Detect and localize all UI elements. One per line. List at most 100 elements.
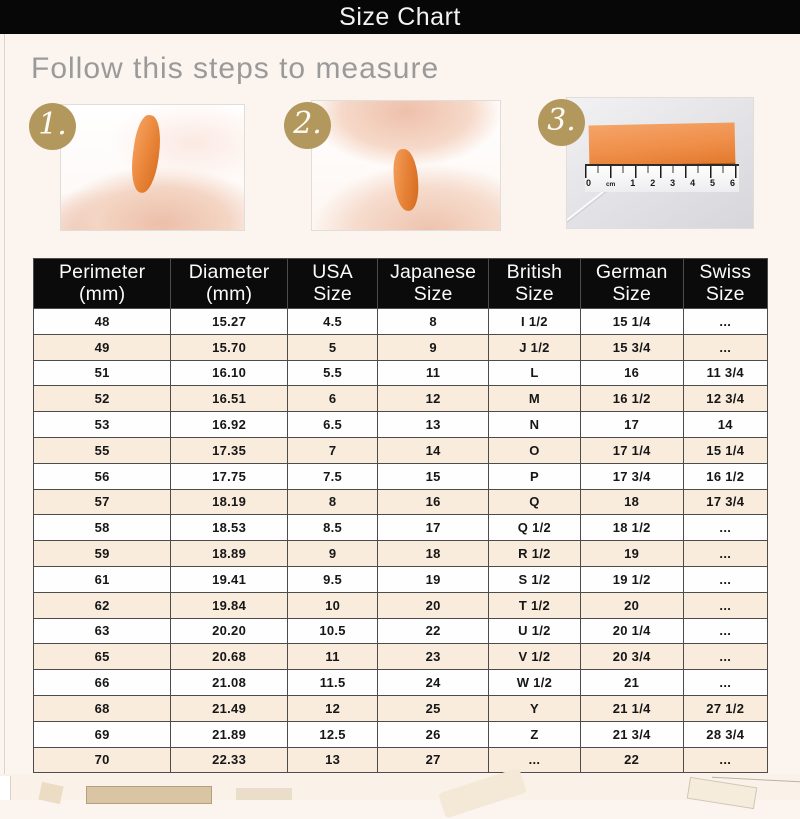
table-cell: ... xyxy=(682,540,769,567)
table-cell: S 1/2 xyxy=(488,565,581,593)
table-cell: 11 3/4 xyxy=(682,359,769,387)
table-cell: 19 1/2 xyxy=(579,565,684,593)
table-cell: 16 1/2 xyxy=(579,385,684,413)
column-header-swiss: Swiss Size xyxy=(682,258,769,309)
table-cell: 51 xyxy=(32,359,172,387)
step1-number: 1. xyxy=(38,107,67,142)
page-left-edge xyxy=(4,34,5,800)
table-row: 59 18.89 9 18 R 1/2 19... xyxy=(32,540,769,567)
table-cell: 18.89 xyxy=(170,540,288,567)
table-cell: 13 xyxy=(286,746,379,774)
step3-badge: 3. xyxy=(538,99,585,146)
table-cell: 6.5 xyxy=(286,411,379,438)
table-cell: 17.35 xyxy=(170,436,288,464)
ruler-label: 3 xyxy=(670,178,676,188)
table-cell: 17.75 xyxy=(170,462,288,490)
table-cell: ... xyxy=(488,746,581,774)
column-header-german: German Size xyxy=(579,258,684,309)
column-header-diameter: Diameter (mm) xyxy=(170,258,288,309)
table-cell: 16.51 xyxy=(170,385,288,413)
ruler-icon: 0 cm 1 2 3 4 5 6 xyxy=(585,164,739,192)
ruler-label: 5 xyxy=(710,178,716,188)
table-cell: 27 1/2 xyxy=(682,694,769,722)
table-cell: 56 xyxy=(32,462,172,490)
table-cell: 6 xyxy=(286,385,379,413)
table-cell: 5 xyxy=(286,333,379,361)
table-cell: 17 1/4 xyxy=(579,436,684,464)
table-body: 48 15.27 4.5 8 I 1/2 15 1/4... 49 15.70 5 9 J 1/2 1… xyxy=(32,308,769,774)
ruler-label: cm xyxy=(605,181,616,188)
column-header-british: British Size xyxy=(488,258,581,309)
table-cell: 48 xyxy=(32,308,172,335)
table-row: 65 20.68 11 23 V 1/2 20 3/4... xyxy=(32,643,769,671)
table-cell: N xyxy=(488,411,581,438)
table-row: 48 15.27 4.5 8 I 1/2 15 1/4... xyxy=(32,308,769,335)
table-cell: 22.33 xyxy=(170,746,288,774)
step2-badge: 2. xyxy=(284,102,331,149)
table-cell: R 1/2 xyxy=(488,540,581,567)
table-cell: 17 3/4 xyxy=(682,488,769,516)
table-cell: 9.5 xyxy=(286,565,379,593)
table-row: 55 17.35 7 14 O 17 1/4 15 1/4 xyxy=(32,436,769,464)
table-cell: 23 xyxy=(377,643,490,671)
decor-shape xyxy=(438,767,527,819)
table-cell: 18 1/2 xyxy=(579,514,684,542)
table-row: 66 21.08 11.5 24 W 1/2 21... xyxy=(32,669,769,696)
table-cell: ... xyxy=(682,617,769,645)
table-row: 51 16.10 5.5 11 L 16 11 3/4 xyxy=(32,359,769,387)
table-row: 49 15.70 5 9 J 1/2 15 3/4... xyxy=(32,333,769,361)
table-cell: 52 xyxy=(32,385,172,413)
table-cell: 21 3/4 xyxy=(579,720,684,748)
table-cell: 7 xyxy=(286,436,379,464)
table-cell: 15 3/4 xyxy=(579,333,684,361)
step1-photo-hand-with-tape xyxy=(60,104,245,231)
intro-heading: Follow this steps to measure xyxy=(31,52,440,85)
table-cell: 13 xyxy=(377,411,490,438)
table-cell: I 1/2 xyxy=(488,308,581,335)
table-cell: 8 xyxy=(377,308,490,335)
table-cell: ... xyxy=(682,308,769,335)
table-cell: ... xyxy=(682,669,769,696)
table-cell: 15 1/4 xyxy=(579,308,684,335)
decor-shape xyxy=(0,776,11,800)
column-header-japanese: Japanese Size xyxy=(377,258,490,309)
table-cell: ... xyxy=(682,514,769,542)
table-cell: 20 1/4 xyxy=(579,617,684,645)
table-cell: 20 xyxy=(377,591,490,619)
table-cell: 19 xyxy=(377,565,490,593)
table-cell: 17 3/4 xyxy=(579,462,684,490)
table-cell: 20.68 xyxy=(170,643,288,671)
table-cell: 70 xyxy=(32,746,172,774)
table-cell: 16 xyxy=(377,488,490,516)
measuring-tape-icon xyxy=(127,113,165,195)
table-cell: 66 xyxy=(32,669,172,696)
table-cell: 27 xyxy=(377,746,490,774)
table-cell: 22 xyxy=(377,617,490,645)
table-row: 58 18.53 8.5 17 Q 1/2 18 1/2... xyxy=(32,514,769,542)
table-cell: 53 xyxy=(32,411,172,438)
table-cell: V 1/2 xyxy=(488,643,581,671)
table-cell: 12 xyxy=(377,385,490,413)
table-row: 63 20.20 10.5 22 U 1/2 20 1/4... xyxy=(32,617,769,645)
step3-number: 3. xyxy=(547,103,576,138)
table-row: 56 17.75 7.5 15 P 17 3/4 16 1/2 xyxy=(32,462,769,490)
column-header-usa: USA Size xyxy=(286,258,379,309)
table-cell: 14 xyxy=(377,436,490,464)
table-row: 68 21.49 12 25 Y 21 1/4 27 1/2 xyxy=(32,694,769,722)
table-row: 53 16.92 6.5 13 N 17 14 xyxy=(32,411,769,438)
table-cell: 20.20 xyxy=(170,617,288,645)
table-cell: 59 xyxy=(32,540,172,567)
table-cell: 57 xyxy=(32,488,172,516)
step3-photo-ruler-measurement: 0 cm 1 2 3 4 5 6 xyxy=(566,97,754,229)
table-cell: 16 1/2 xyxy=(682,462,769,490)
table-cell: 15 1/4 xyxy=(682,436,769,464)
table-cell: 55 xyxy=(32,436,172,464)
table-cell: 21 xyxy=(579,669,684,696)
table-cell: Q 1/2 xyxy=(488,514,581,542)
ruler-label: 1 xyxy=(630,178,636,188)
table-cell: 8.5 xyxy=(286,514,379,542)
table-cell: 21.89 xyxy=(170,720,288,748)
title-bar: Size Chart xyxy=(0,0,800,34)
decor-shape xyxy=(86,786,212,804)
ring-size-table: Perimeter (mm) Diameter (mm) USA Size Japanese… xyxy=(32,258,769,774)
